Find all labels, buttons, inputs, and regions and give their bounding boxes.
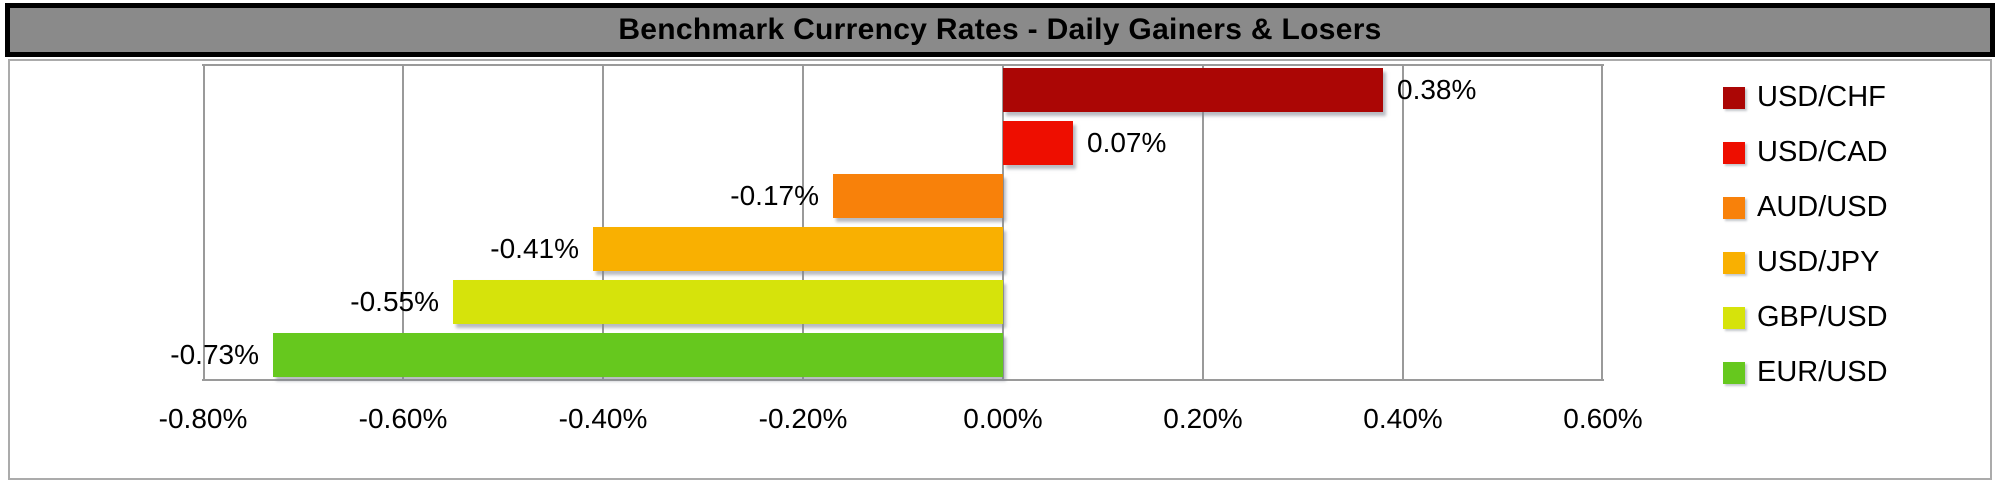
x-axis-tick-label: -0.60% — [358, 403, 448, 434]
legend-label: USD/CAD — [1757, 136, 1888, 168]
legend-item-aud-usd: AUD/USD — [1723, 180, 1888, 235]
legend-swatch-icon — [1723, 306, 1745, 329]
x-axis-tick-label: 0.20% — [1163, 403, 1243, 434]
legend-item-usd-jpy: USD/JPY — [1723, 235, 1888, 290]
legend-swatch-icon — [1723, 196, 1745, 219]
bar-value-label: -0.17% — [730, 180, 819, 212]
bar-value-label: 0.07% — [1087, 127, 1167, 159]
bar-value-label: 0.38% — [1397, 74, 1477, 106]
bar-gbp-usd — [453, 279, 1003, 324]
bar-usd-chf — [1003, 68, 1383, 113]
legend-swatch-icon — [1723, 251, 1745, 274]
legend-swatch-icon — [1723, 86, 1745, 109]
x-axis-tick-label: -0.20% — [758, 403, 848, 434]
legend-item-gbp-usd: GBP/USD — [1723, 290, 1888, 345]
gridline — [602, 64, 604, 381]
gridline — [1202, 64, 1204, 381]
legend-label: AUD/USD — [1757, 191, 1888, 223]
legend-item-usd-chf: USD/CHF — [1723, 70, 1888, 125]
chart-legend: USD/CHF USD/CAD AUD/USD USD/JPY GBP/USD EUR/U… — [1723, 70, 1888, 400]
gridline — [1402, 64, 1404, 381]
x-axis-tick-label: 0.60% — [1563, 403, 1643, 434]
x-axis-tick-label: 0.40% — [1363, 403, 1443, 434]
bar-value-label: -0.41% — [490, 232, 579, 264]
legend-swatch-icon — [1723, 141, 1745, 164]
legend-label: EUR/USD — [1757, 356, 1888, 388]
bar-eur-usd — [273, 332, 1003, 377]
legend-swatch-icon — [1723, 361, 1745, 384]
x-axis-tick-label: -0.80% — [158, 403, 248, 434]
plot-area: 0.38% 0.07% -0.17% -0.41% -0.55% -0.73% -0.80%… — [159, 64, 1643, 434]
gridline — [1601, 64, 1603, 381]
gridline — [402, 64, 404, 381]
legend-label: GBP/USD — [1757, 301, 1888, 333]
legend-item-usd-cad: USD/CAD — [1723, 125, 1888, 180]
chart-title-bar: Benchmark Currency Rates - Daily Gainers… — [5, 3, 1995, 57]
bar-aud-usd — [833, 174, 1003, 219]
chart-title: Benchmark Currency Rates - Daily Gainers… — [618, 13, 1382, 46]
bar-value-label: -0.55% — [350, 285, 439, 317]
legend-item-eur-usd: EUR/USD — [1723, 345, 1888, 400]
x-axis-tick-label: 0.00% — [963, 403, 1043, 434]
bar-usd-cad — [1003, 121, 1073, 166]
chart-area: 0.38% 0.07% -0.17% -0.41% -0.55% -0.73% -0.80%… — [8, 59, 1992, 480]
gridline — [203, 64, 205, 381]
bar-usd-jpy — [593, 226, 1003, 271]
x-axis-tick-label: -0.40% — [558, 403, 648, 434]
x-axis-line — [202, 379, 1604, 381]
legend-label: USD/CHF — [1757, 81, 1886, 113]
gridline — [1002, 64, 1004, 381]
bar-value-label: -0.73% — [170, 338, 259, 370]
legend-label: USD/JPY — [1757, 246, 1880, 278]
gridline — [802, 64, 804, 381]
plot-top-border — [202, 64, 1604, 66]
